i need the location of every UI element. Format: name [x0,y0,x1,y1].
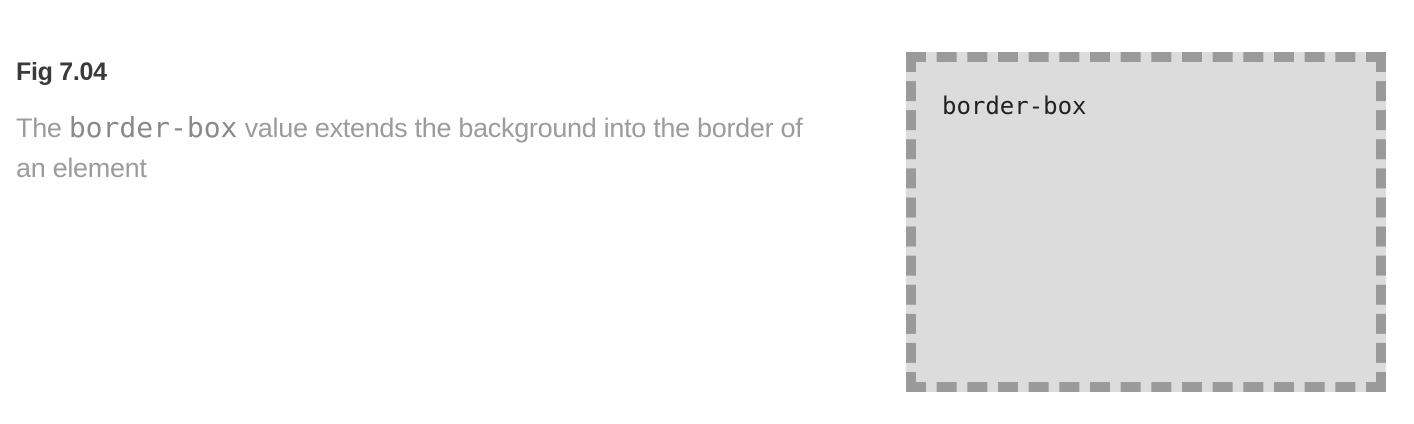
figure-caption: Fig 7.04 The border-box value extends th… [16,56,836,188]
description-text-after: value extends the background into the bo… [16,113,803,183]
figure-title: Fig 7.04 [16,58,107,86]
figure-description: The border-box value extends the backgro… [16,108,836,188]
description-code-keyword: border-box [68,111,238,144]
demo-box-label: border-box [942,92,1087,120]
description-text-before: The [16,113,69,143]
border-box-demo: border-box [906,52,1386,392]
